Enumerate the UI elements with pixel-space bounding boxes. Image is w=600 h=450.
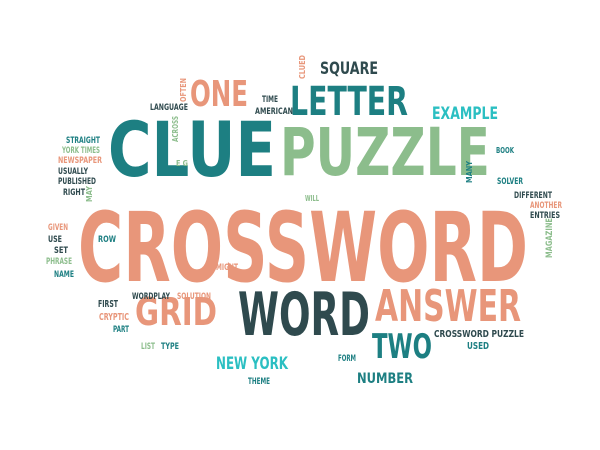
word-square: SQUARE [320,59,378,79]
word-magazine: MAGAZINE [545,217,555,258]
word-clued: CLUED [298,55,307,79]
word-language: LANGUAGE [150,103,189,113]
word-example: EXAMPLE [432,104,499,124]
word-right: RIGHT [63,188,86,198]
word-form: FORM [338,354,356,364]
word-newspaper: NEWSPAPER [58,156,102,166]
word-name: NAME [54,270,74,280]
word-usually: USUALLY [58,167,88,177]
word-letter: LETTER [290,79,409,125]
word-time: TIME [262,95,279,105]
word-will: WILL [305,194,319,203]
word-first: FIRST [98,299,119,310]
word-american: AMERICAN [255,107,294,117]
word-cryptic: CRYPTIC [99,312,130,323]
word-grid: GRID [135,290,218,334]
word-solver: SOLVER [497,177,523,187]
word-theme: THEME [248,377,271,387]
word-different: DIFFERENT [514,191,552,201]
word-book: BOOK [496,146,515,155]
word-list: LIST [141,342,156,352]
word-wordplay: WORDPLAY [132,292,170,302]
word-answer: ANSWER [375,281,522,332]
word-often: OFTEN [179,77,188,102]
word-york-times: YORK TIMES [62,146,100,156]
word-word: WORD [238,280,370,350]
word-may: MAY [85,185,94,202]
word-straight: STRAIGHT [66,136,100,146]
word-set: SET [54,246,68,256]
word-phrase: PHRASE [46,257,73,267]
word-row: ROW [98,235,116,245]
word-clue: CLUE [108,105,277,194]
word-e-g: E G [176,159,188,168]
word-two: TWO [372,327,433,367]
word-might: MIGHT [216,263,238,273]
word-crossword: CROSSWORD [78,192,529,304]
word-type: TYPE [161,342,179,352]
word-published: PUBLISHED [58,177,96,187]
word-crossword-puzzle: CROSSWORD PUZZLE [434,329,524,340]
word-entries: ENTRIES [530,211,560,221]
word-across: ACROSS [171,116,180,142]
word-new-york: NEW YORK [216,354,288,374]
word-another: ANOTHER [530,201,562,211]
word-number: NUMBER [357,371,413,387]
word-solution: SOLUTION [177,292,212,302]
word-used: USED [467,341,489,352]
word-part: PART [113,325,130,335]
word-use: USE [48,235,63,245]
word-one: ONE [190,74,249,115]
word-given: GIVEN [48,223,68,233]
word-many: MANY [465,160,474,183]
word-puzzle: PUZZLE [280,114,490,191]
